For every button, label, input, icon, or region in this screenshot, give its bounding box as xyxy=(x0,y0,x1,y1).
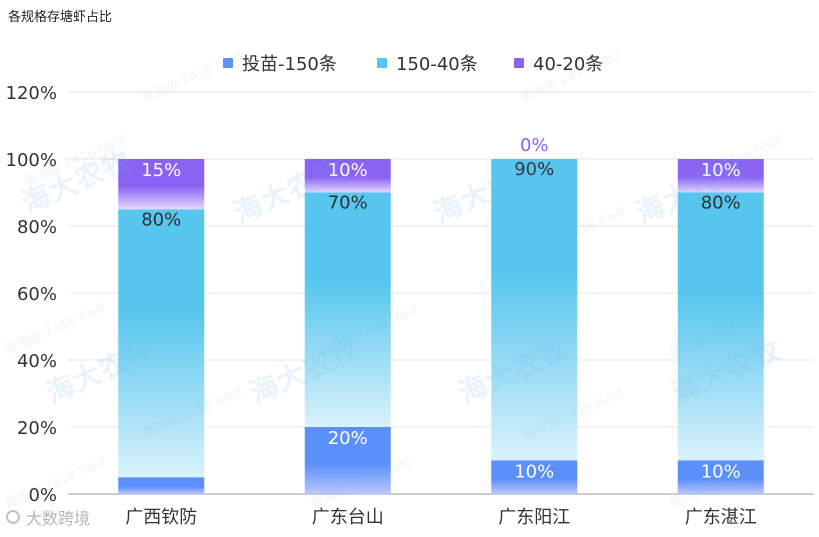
bar-series-1-cat-3 xyxy=(491,460,578,494)
legend-swatch-icon xyxy=(514,58,524,68)
bar-series-2-cat-3 xyxy=(491,159,578,461)
y-tick-label-3: 60% xyxy=(17,284,57,305)
bar-series-3-cat-1 xyxy=(118,159,205,210)
bar-series-3-cat-2 xyxy=(304,159,391,193)
data-label-series-2-cat-1: 80% xyxy=(141,209,181,230)
source-mark: 大数跨境 xyxy=(6,505,90,529)
y-tick-label-2: 40% xyxy=(17,351,57,372)
legend-item-series-1: 投苗-150条 xyxy=(223,50,337,76)
data-label-series-3-cat-2: 10% xyxy=(328,160,368,181)
data-label-series-2-cat-4: 80% xyxy=(701,193,741,214)
legend-label-series-1: 投苗-150条 xyxy=(242,54,337,75)
data-label-series-3-cat-1: 15% xyxy=(141,160,181,181)
data-label-series-3-cat-4: 10% xyxy=(701,160,741,181)
data-label-series-3-cat-3: 0% xyxy=(520,135,549,156)
y-tick-label-5: 100% xyxy=(6,150,57,171)
source-icon xyxy=(6,510,20,524)
data-label-series-2-cat-2: 70% xyxy=(328,193,368,214)
chart-title: 各规格存塘虾占比 xyxy=(8,10,113,25)
y-tick-label-6: 120% xyxy=(6,83,57,104)
bar-series-2-cat-4 xyxy=(677,192,764,461)
x-category-label-2: 广东台山 xyxy=(312,507,384,528)
bar-series-2-cat-1 xyxy=(118,209,205,478)
data-label-series-1-cat-4: 10% xyxy=(701,462,741,483)
x-category-label-1: 广西钦防 xyxy=(125,507,197,528)
bar-series-1-cat-1 xyxy=(118,477,205,494)
data-label-series-2-cat-3: 90% xyxy=(514,159,554,180)
bar-series-2-cat-2 xyxy=(304,192,391,427)
x-category-label-4: 广东湛江 xyxy=(685,507,757,528)
bar-series-3-cat-4 xyxy=(677,159,764,193)
y-tick-label-4: 80% xyxy=(17,217,57,238)
legend-item-series-2: 150-40条 xyxy=(377,50,478,76)
y-tick-label-0: 0% xyxy=(28,485,57,506)
data-label-series-1-cat-2: 20% xyxy=(328,428,368,449)
source-text: 大数跨境 xyxy=(26,509,91,528)
bar-series-1-cat-4 xyxy=(677,460,764,494)
y-tick-label-1: 20% xyxy=(17,418,57,439)
legend: 投苗-150条 150-40条 40-20条 xyxy=(0,50,819,75)
legend-swatch-icon xyxy=(223,58,233,68)
data-label-series-1-cat-3: 10% xyxy=(514,462,554,483)
legend-label-series-2: 150-40条 xyxy=(396,54,478,75)
legend-label-series-3: 40-20条 xyxy=(533,54,604,75)
legend-swatch-icon xyxy=(377,58,387,68)
x-category-label-3: 广东阳江 xyxy=(498,507,570,528)
legend-item-series-3: 40-20条 xyxy=(514,50,603,76)
bar-series-1-cat-2 xyxy=(304,427,391,494)
